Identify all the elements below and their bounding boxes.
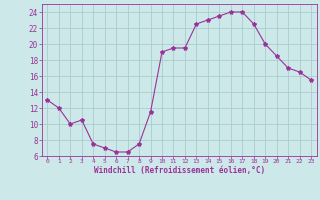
X-axis label: Windchill (Refroidissement éolien,°C): Windchill (Refroidissement éolien,°C) bbox=[94, 166, 265, 175]
